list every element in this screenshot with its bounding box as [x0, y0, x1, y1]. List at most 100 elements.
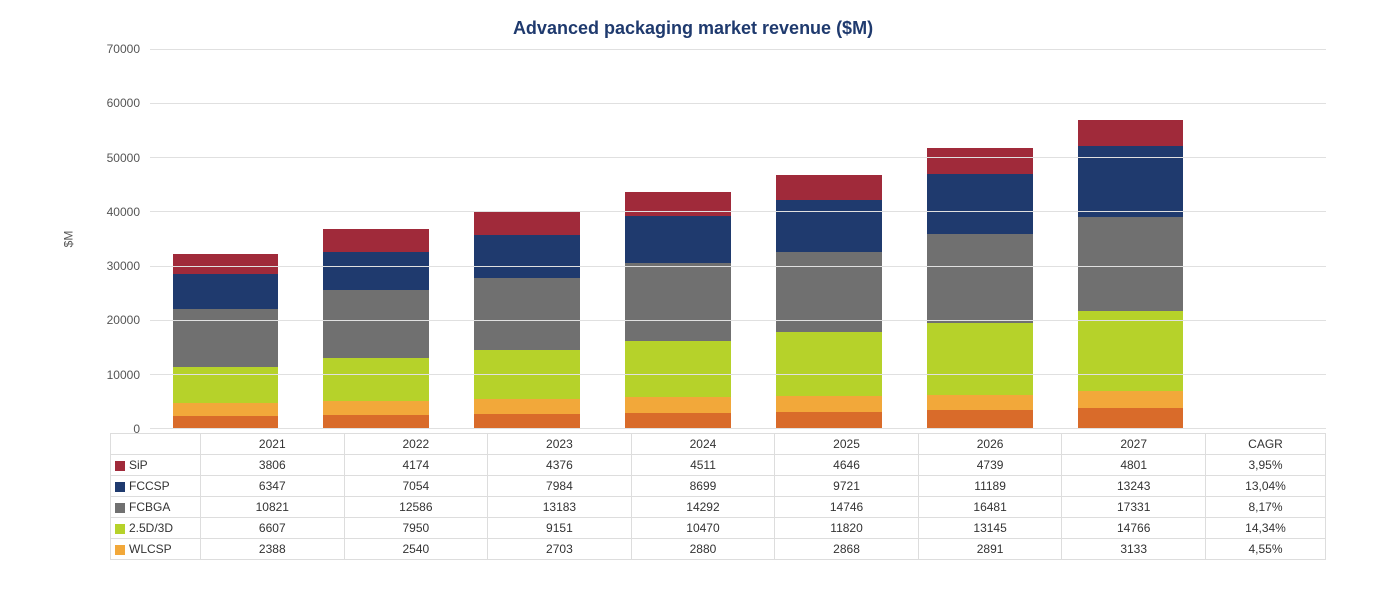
series-name: FCCSP [129, 479, 170, 493]
grid-line [150, 428, 1326, 429]
series-name: 2.5D/3D [129, 521, 173, 535]
legend-swatch [115, 545, 125, 555]
table-header-row: 2021202220232024202520262027CAGR [111, 434, 1326, 455]
table-cell: 13183 [488, 497, 632, 518]
series-name: FCBGA [129, 500, 170, 514]
table-cell: 6347 [201, 476, 345, 497]
grid-line [150, 49, 1326, 50]
table-cell: 3806 [201, 455, 345, 476]
bars-row [150, 49, 1326, 428]
table-cell: 14766 [1062, 518, 1206, 539]
table-header-cagr: CAGR [1206, 434, 1326, 455]
grid-line [150, 266, 1326, 267]
table-cell: 2388 [201, 539, 345, 560]
series-label-cell: SiP [111, 455, 201, 476]
cagr-cell: 14,34% [1206, 518, 1326, 539]
chart-title: Advanced packaging market revenue ($M) [40, 18, 1346, 39]
bar-slot [301, 49, 452, 428]
bar-segment-sip [323, 229, 429, 252]
table-cell: 14746 [775, 497, 919, 518]
bar-segment-fcbga [474, 278, 580, 349]
table-cell: 4739 [918, 455, 1062, 476]
y-tick-label: 20000 [107, 313, 140, 327]
table-cell: 9721 [775, 476, 919, 497]
bar-segment-fccsp [173, 274, 279, 308]
legend-swatch [115, 503, 125, 513]
bar-segment-fcbga [927, 234, 1033, 323]
bar-segment-2-5d-3d [776, 332, 882, 396]
stacked-bar [625, 192, 731, 428]
bar-segment-other [474, 414, 580, 428]
bar-segment-fcbga [1078, 217, 1184, 311]
bar-slot [904, 49, 1055, 428]
bar-segment-other [173, 416, 279, 428]
bar-segment-other [1078, 408, 1184, 428]
data-table: 2021202220232024202520262027CAGR SiP 3806 4… [110, 433, 1326, 560]
stacked-bar [927, 148, 1033, 428]
stacked-bar [776, 175, 882, 428]
table-cell: 10470 [631, 518, 775, 539]
table-cell: 9151 [488, 518, 632, 539]
bar-segment-other [776, 412, 882, 428]
bar-segment-2-5d-3d [1078, 311, 1184, 391]
grid-line [150, 211, 1326, 212]
bar-segment-wlcsp [776, 396, 882, 412]
series-name: SiP [129, 458, 148, 472]
table-header-year: 2025 [775, 434, 919, 455]
table-cell: 14292 [631, 497, 775, 518]
legend-swatch [115, 524, 125, 534]
y-tick-label: 70000 [107, 42, 140, 56]
table-cell: 7950 [344, 518, 488, 539]
cagr-cell: 13,04% [1206, 476, 1326, 497]
bar-segment-wlcsp [927, 395, 1033, 411]
table-cell: 17331 [1062, 497, 1206, 518]
table-cell: 12586 [344, 497, 488, 518]
table-row: SiP38064174437645114646473948013,95% [111, 455, 1326, 476]
chart-area: $M 010000200003000040000500006000070000 [110, 49, 1326, 429]
grid-line [150, 374, 1326, 375]
bar-segment-sip [927, 148, 1033, 174]
bar-segment-sip [173, 254, 279, 275]
bar-slot [1055, 49, 1206, 428]
bar-segment-2-5d-3d [173, 367, 279, 403]
bar-slot [452, 49, 603, 428]
bar-slot [753, 49, 904, 428]
legend-swatch [115, 482, 125, 492]
bar-segment-wlcsp [1078, 391, 1184, 408]
bar-segment-fcbga [625, 263, 731, 340]
bar-segment-wlcsp [625, 397, 731, 413]
table-row: FCCSP63477054798486999721111891324313,04… [111, 476, 1326, 497]
bar-slot [603, 49, 754, 428]
y-tick-label: 10000 [107, 368, 140, 382]
bar-segment-wlcsp [323, 401, 429, 415]
table-header-year: 2024 [631, 434, 775, 455]
table-cell: 11189 [918, 476, 1062, 497]
y-axis: 010000200003000040000500006000070000 [100, 49, 150, 429]
table-header-year: 2022 [344, 434, 488, 455]
bar-segment-fcbga [173, 309, 279, 368]
bar-segment-sip [625, 192, 731, 216]
bar-segment-fccsp [323, 252, 429, 290]
table-header-year: 2021 [201, 434, 345, 455]
bar-segment-other [625, 413, 731, 428]
bar-segment-other [323, 415, 429, 428]
table-cell: 2703 [488, 539, 632, 560]
table-row: WLCSP23882540270328802868289131334,55% [111, 539, 1326, 560]
bar-segment-sip [474, 212, 580, 236]
bar-segment-fcbga [323, 290, 429, 358]
series-label-cell: FCCSP [111, 476, 201, 497]
table-cell: 2880 [631, 539, 775, 560]
y-tick-label: 60000 [107, 96, 140, 110]
bar-segment-2-5d-3d [323, 358, 429, 401]
legend-swatch [115, 461, 125, 471]
table-cell: 2891 [918, 539, 1062, 560]
table-cell: 2868 [775, 539, 919, 560]
bar-segment-sip [776, 175, 882, 200]
table-cell: 10821 [201, 497, 345, 518]
bar-segment-other [927, 410, 1033, 428]
bar-segment-fccsp [625, 216, 731, 263]
table-cell: 7054 [344, 476, 488, 497]
stacked-bar [323, 229, 429, 428]
y-tick-label: 30000 [107, 259, 140, 273]
series-label-cell: 2.5D/3D [111, 518, 201, 539]
